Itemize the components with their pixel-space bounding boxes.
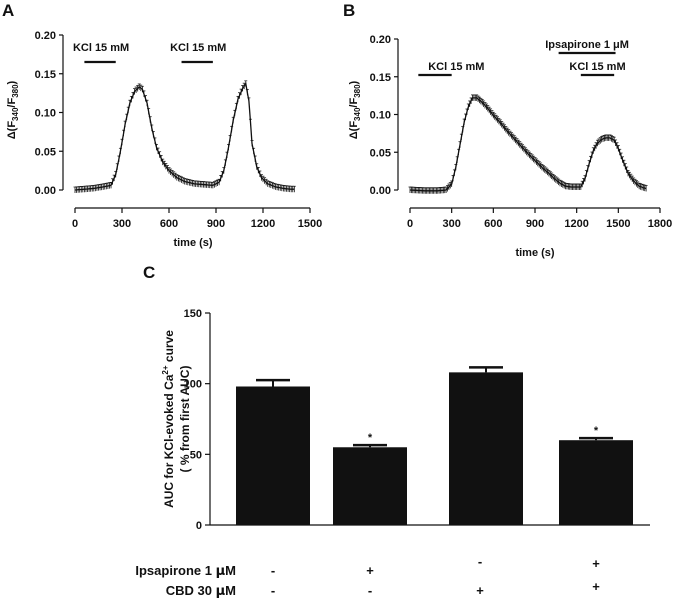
- panel-b-xtick-label: 1800: [648, 218, 672, 230]
- panel-c-y-axis-label-line1: AUC for KCl-evoked Ca2+ curve: [161, 330, 176, 508]
- panel-b-ylabel-end: ): [348, 80, 360, 84]
- panel-a-stimulus-label: KCl 15 mM: [73, 42, 129, 54]
- panel-b-ytick-label: 0.15: [370, 72, 391, 84]
- panel-b-xtick-label: 300: [442, 218, 460, 230]
- panel-c-ytick-label: 150: [184, 308, 202, 320]
- panel-a-ytick-label: 0.10: [35, 108, 56, 120]
- panel-b-xtick-label: 1200: [564, 218, 588, 230]
- panel-b-ytick-label: 0.20: [370, 34, 391, 46]
- panel-b-xtick-label: 900: [526, 218, 544, 230]
- panel-c-bar: [236, 386, 310, 525]
- panel-b-stimulus-label: Ipsapirone 1 μM: [545, 39, 629, 51]
- panel-c-ytick-label: 50: [190, 449, 202, 461]
- panel-c-ytick-label: 100: [184, 379, 202, 391]
- panel-a-xtick-label: 600: [160, 218, 178, 230]
- panel-a-ytick-label: 0.15: [35, 69, 56, 81]
- panel-c-condition-sign: -: [368, 583, 372, 598]
- panel-a-xtick-label: 900: [207, 218, 225, 230]
- panel-a-ylabel-sub1: 340: [11, 107, 20, 121]
- panel-letter-a: A: [2, 1, 14, 20]
- panel-c-condition-sign: -: [478, 554, 482, 569]
- panel-c-bar: [449, 372, 523, 525]
- panel-c-condition-sign: +: [366, 563, 374, 578]
- panel-a: Δ(F340/F380) 0.00 0.05 0.10 0.15 0.20 0 300 60…: [6, 30, 322, 249]
- panel-b-trace-line: [409, 97, 647, 192]
- panel-letter-b: B: [343, 1, 355, 20]
- panel-b-ytick-label: 0.00: [370, 185, 391, 197]
- panel-a-ylabel-sub2: 380: [11, 84, 20, 98]
- panel-a-ytick-label: 0.20: [35, 30, 56, 42]
- panel-a-y-axis-label: Δ(F340/F380): [6, 80, 20, 139]
- panel-b-xtick-label: 1500: [606, 218, 630, 230]
- panel-a-stimulus-label: KCl 15 mM: [170, 42, 226, 54]
- panel-b-stimulus-label: KCl 15 mM: [428, 61, 484, 73]
- panel-c-ytick-label: 0: [196, 520, 202, 532]
- panel-a-ytick-label: 0.05: [35, 146, 56, 158]
- panel-c-ylabel-post: curve: [162, 330, 176, 366]
- panel-b: Δ(F340/F380) 0.00 0.05 0.10 0.15 0.20 0 300 60…: [348, 34, 672, 259]
- panel-c-condition-label: CBD 30 μM: [166, 583, 236, 599]
- panel-b-ylabel-main: Δ(F: [348, 121, 360, 140]
- panel-c-y-axis-label-line2: ( % from first AUC): [178, 366, 192, 473]
- panel-a-ylabel-end: ): [6, 80, 18, 84]
- panel-a-xtick-label: 0: [72, 218, 78, 230]
- panel-c-ylabel-pre: AUC for KCl-evoked Ca: [162, 374, 176, 508]
- panel-a-xtick-label: 1200: [251, 218, 275, 230]
- panel-c-significance-star: *: [368, 432, 373, 444]
- panel-b-xtick-label: 0: [407, 218, 413, 230]
- panel-c-ylabel-sup: 2+: [161, 365, 170, 374]
- panel-b-y-axis-label: Δ(F340/F380): [348, 80, 362, 139]
- panel-a-x-axis-label: time (s): [173, 237, 212, 249]
- panel-a-ytick-label: 0.00: [35, 185, 56, 197]
- panel-c-condition-label: Ipsapirone 1 μM: [135, 563, 236, 579]
- panel-a-trace-line: [74, 82, 295, 191]
- panel-b-ytick-label: 0.10: [370, 110, 391, 122]
- panel-b-ylabel-sub2: 380: [353, 84, 362, 98]
- panel-a-ylabel-mid: /F: [6, 98, 18, 108]
- panel-c-condition-sign: +: [592, 556, 600, 571]
- panel-a-ylabel-main: Δ(F: [6, 121, 18, 140]
- panel-b-ylabel-sub1: 340: [353, 107, 362, 121]
- panel-a-xtick-label: 1500: [298, 218, 322, 230]
- panel-c-bar: [559, 440, 633, 525]
- panel-b-ylabel-mid: /F: [348, 98, 360, 108]
- panel-letter-c: C: [143, 263, 155, 282]
- panel-b-stimulus-label: KCl 15 mM: [569, 61, 625, 73]
- panel-c-bar: [333, 447, 407, 525]
- panel-c-condition-sign: +: [592, 579, 600, 594]
- panel-b-ytick-label: 0.05: [370, 147, 391, 159]
- panel-c-condition-sign: +: [476, 583, 484, 598]
- panel-b-x-axis-label: time (s): [515, 247, 554, 259]
- panel-b-xtick-label: 600: [484, 218, 502, 230]
- panel-c-condition-sign: -: [271, 583, 275, 598]
- panel-c: AUC for KCl-evoked Ca2+ curve ( % from f…: [135, 308, 650, 599]
- panel-a-xtick-label: 300: [113, 218, 131, 230]
- panel-c-significance-star: *: [594, 425, 599, 437]
- panel-c-condition-sign: -: [271, 563, 275, 578]
